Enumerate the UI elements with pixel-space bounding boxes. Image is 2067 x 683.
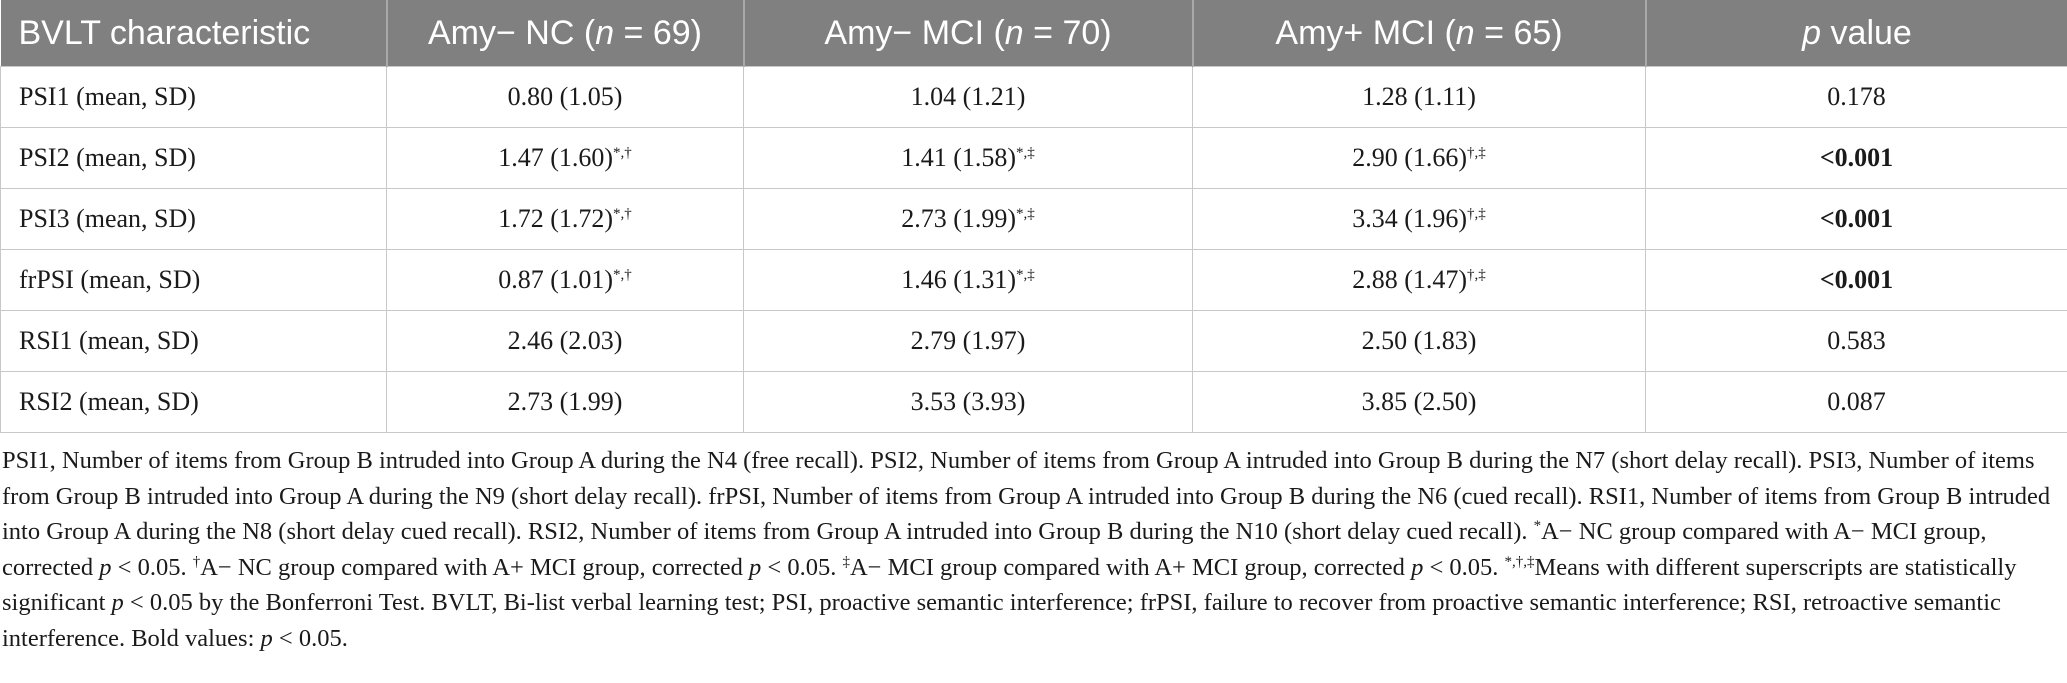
cell-amy-pos-mci: 1.28 (1.11) xyxy=(1192,66,1646,128)
row-label: RSI1 (mean, SD) xyxy=(0,310,387,372)
cell-p-value: <0.001 xyxy=(1645,188,2067,250)
cell-amy-neg-nc: 2.46 (2.03) xyxy=(386,310,744,372)
row-label: frPSI (mean, SD) xyxy=(0,249,387,311)
table-row: RSI1 (mean, SD) 2.46 (2.03) 2.79 (1.97) … xyxy=(0,310,2067,372)
cell-p-value: <0.001 xyxy=(1645,249,2067,311)
header-amy-neg-mci: Amy− MCI (n = 70) xyxy=(743,0,1194,67)
table-row: RSI2 (mean, SD) 2.73 (1.99) 3.53 (3.93) … xyxy=(0,371,2067,433)
row-label: RSI2 (mean, SD) xyxy=(0,371,387,433)
table-row: frPSI (mean, SD) 0.87 (1.01)*,† 1.46 (1.… xyxy=(0,249,2067,311)
cell-amy-pos-mci: 2.50 (1.83) xyxy=(1192,310,1646,372)
header-p-value: p value xyxy=(1645,0,2067,67)
cell-amy-neg-mci: 1.04 (1.21) xyxy=(743,66,1193,128)
row-label: PSI3 (mean, SD) xyxy=(0,188,387,250)
cell-amy-neg-nc: 0.87 (1.01)*,† xyxy=(386,249,744,311)
cell-amy-pos-mci: 3.85 (2.50) xyxy=(1192,371,1646,433)
cell-amy-neg-nc: 1.72 (1.72)*,† xyxy=(386,188,744,250)
table-footnote: PSI1, Number of items from Group B intru… xyxy=(2,447,2051,652)
header-amy-neg-nc: Amy− NC (n = 69) xyxy=(386,0,745,67)
cell-amy-pos-mci: 3.34 (1.96)†,‡ xyxy=(1192,188,1646,250)
cell-amy-neg-nc: 1.47 (1.60)*,† xyxy=(386,127,744,189)
table-row: PSI3 (mean, SD) 1.72 (1.72)*,† 2.73 (1.9… xyxy=(0,188,2067,250)
table-row: PSI1 (mean, SD) 0.80 (1.05) 1.04 (1.21) … xyxy=(0,66,2067,128)
cell-amy-neg-nc: 2.73 (1.99) xyxy=(386,371,744,433)
row-label: PSI2 (mean, SD) xyxy=(0,127,387,189)
table-document: BVLT characteristic Amy− NC (n = 69) Amy… xyxy=(0,0,2067,652)
table-row: PSI2 (mean, SD) 1.47 (1.60)*,† 1.41 (1.5… xyxy=(0,127,2067,189)
cell-p-value: 0.087 xyxy=(1645,371,2067,433)
cell-amy-neg-mci: 2.73 (1.99)*,‡ xyxy=(743,188,1193,250)
cell-amy-neg-mci: 2.79 (1.97) xyxy=(743,310,1193,372)
cell-amy-pos-mci: 2.90 (1.66)†,‡ xyxy=(1192,127,1646,189)
cell-p-value: 0.583 xyxy=(1645,310,2067,372)
cell-amy-neg-nc: 0.80 (1.05) xyxy=(386,66,744,128)
cell-amy-neg-mci: 1.41 (1.58)*,‡ xyxy=(743,127,1193,189)
cell-p-value: 0.178 xyxy=(1645,66,2067,128)
header-row: BVLT characteristic Amy− NC (n = 69) Amy… xyxy=(0,0,2067,67)
cell-amy-neg-mci: 1.46 (1.31)*,‡ xyxy=(743,249,1193,311)
header-amy-pos-mci: Amy+ MCI (n = 65) xyxy=(1192,0,1647,67)
cell-p-value: <0.001 xyxy=(1645,127,2067,189)
row-label: PSI1 (mean, SD) xyxy=(0,66,387,128)
cell-amy-neg-mci: 3.53 (3.93) xyxy=(743,371,1193,433)
header-characteristic: BVLT characteristic xyxy=(0,0,388,67)
cell-amy-pos-mci: 2.88 (1.47)†,‡ xyxy=(1192,249,1646,311)
bvlt-table: BVLT characteristic Amy− NC (n = 69) Amy… xyxy=(0,0,2067,433)
